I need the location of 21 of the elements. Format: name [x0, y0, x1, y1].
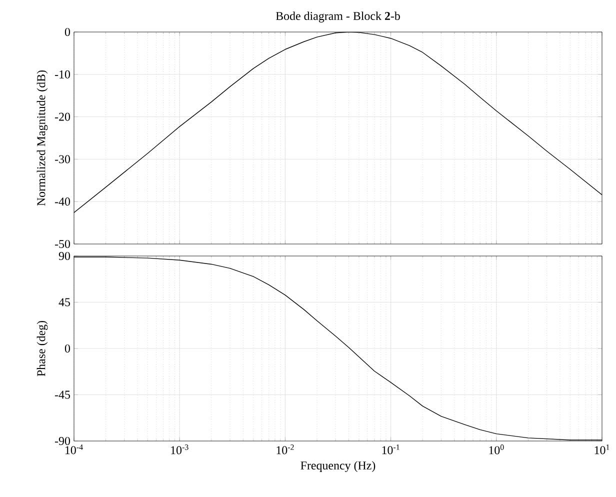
x-tick-label: 10$^{-4}$: [65, 444, 83, 454]
y-tick-label: -40: [54, 198, 70, 206]
x-tick-label: 10$^{-2}$: [276, 444, 294, 454]
x-tick-label: 10$^{1}$: [594, 444, 610, 454]
y-tick-label: -90: [54, 436, 70, 446]
y-tick-label: -50: [54, 240, 70, 248]
x-tick-label: 10$^{-1}$: [382, 444, 400, 454]
y-tick-label: 0: [64, 28, 70, 36]
y-axis-title: Phase (deg): [36, 320, 48, 376]
y-axis-title: Normalized Magnitude (dB): [36, 70, 48, 206]
y-tick-label: 90: [58, 252, 70, 260]
chart-title: Bode diagram - Block 2-b: [276, 12, 400, 22]
y-tick-label: 45: [58, 298, 70, 306]
x-tick-label: 10$^{-3}$: [171, 444, 188, 454]
y-tick-label: 0: [64, 344, 70, 353]
y-tick-label: -30: [54, 155, 70, 164]
x-axis-title: Frequency (Hz): [300, 461, 376, 472]
y-tick-label: -10: [54, 70, 70, 78]
y-tick-label: -20: [54, 112, 70, 121]
x-tick-label: 10$^{0}$: [489, 444, 504, 454]
y-tick-label: -45: [54, 390, 70, 399]
